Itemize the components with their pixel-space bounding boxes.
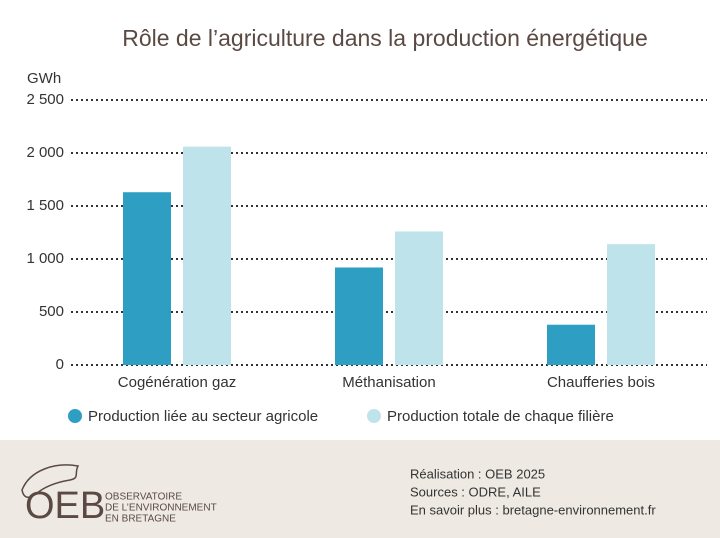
legend-label: Production liée au secteur agricole [88,408,318,425]
logo-line: OBSERVATOIRE [105,492,182,503]
credit: Réalisation : OEB 2025 [410,466,545,481]
y-tick-label: 500 [39,303,64,320]
credit: En savoir plus : bretagne-environnement.… [410,502,656,517]
legend-label: Production totale de chaque filière [387,408,614,425]
bar [183,146,231,365]
bar [547,324,595,365]
legend-marker [68,409,82,423]
y-tick-label: 2 000 [26,144,64,161]
chart-title: Rôle de l’agriculture dans la production… [122,25,648,51]
credit: Sources : ODRE, AILE [410,484,541,499]
logo: OEB OBSERVATOIRE DE L’ENVIRONNEMENT EN B… [21,464,217,527]
x-tick-label: Chaufferies bois [547,374,655,391]
y-tick-label: 2 500 [26,91,64,108]
logo-text: OEB [25,485,105,527]
bar [123,192,171,365]
x-tick-label: Méthanisation [342,374,435,391]
y-axis-unit: GWh [27,70,61,87]
logo-line: EN BRETAGNE [105,514,176,525]
y-tick-label: 1 500 [26,197,64,214]
bar [395,231,443,365]
y-tick-label: 0 [56,356,64,373]
y-tick-label: 1 000 [26,250,64,267]
logo-line: DE L’ENVIRONNEMENT [105,503,217,514]
bar [607,244,655,365]
footer-bg [0,440,720,538]
logo-shape [21,464,80,498]
legend-marker [367,409,381,423]
bar [335,267,383,365]
x-tick-label: Cogénération gaz [118,374,236,391]
